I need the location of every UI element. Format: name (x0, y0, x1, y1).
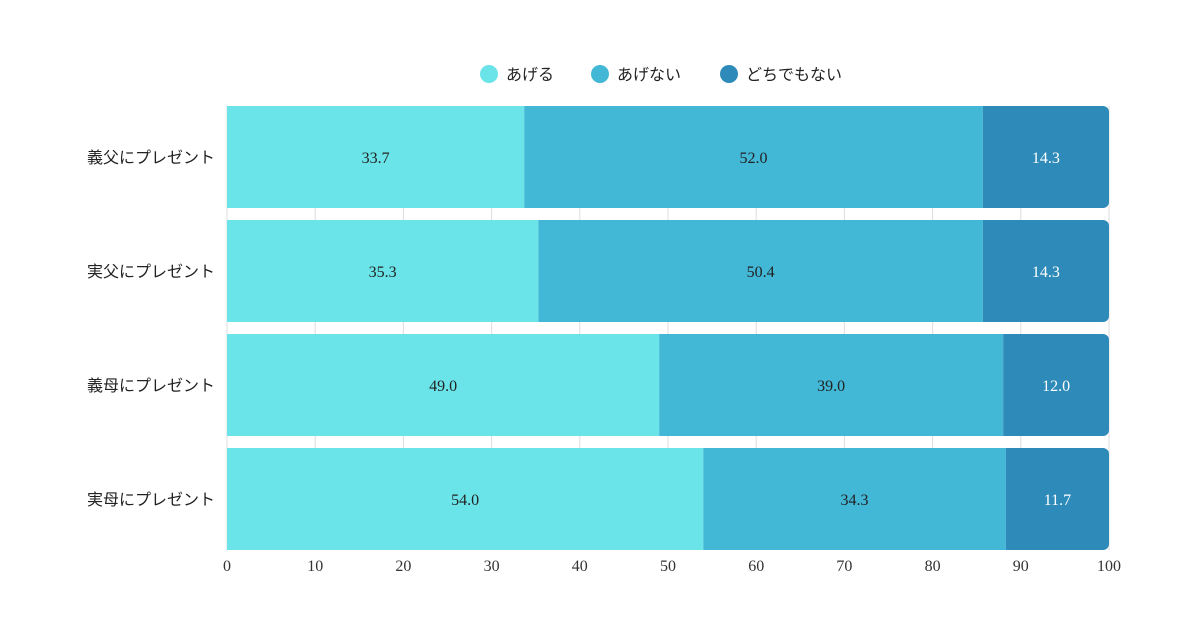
bar-row-3: 49.0 39.0 12.0 (227, 334, 1109, 436)
x-tick-label-100: 100 (1097, 558, 1121, 575)
bar-series-2-row-1[interactable] (524, 106, 983, 208)
data-label-series-3-row-1: 14.3 (1032, 150, 1060, 167)
bar-series-2-row-3[interactable] (659, 334, 1004, 436)
data-label-series-2-row-3: 39.0 (817, 378, 845, 395)
x-tick-label-30: 30 (484, 558, 500, 575)
chart-bars: 33.7 52.0 14.3 35.3 50.4 14.3 49.0 39.0 12.0 54.0… (227, 106, 1109, 550)
data-label-series-2-row-4: 34.3 (841, 492, 869, 509)
data-label-series-2-row-2: 50.4 (747, 264, 775, 281)
bar-series-3-row-1[interactable] (982, 106, 1109, 208)
bar-row-1: 33.7 52.0 14.3 (227, 106, 1109, 208)
chart-legend: あげる あげない どちでもない (480, 65, 842, 84)
legend-swatch-series-1[interactable] (480, 65, 498, 83)
x-tick-label-80: 80 (925, 558, 941, 575)
bar-series-1-row-2[interactable] (227, 220, 539, 322)
category-label-1: 義父にプレゼント (87, 148, 215, 167)
bar-series-2-row-4[interactable] (703, 448, 1006, 550)
x-tick-label-0: 0 (223, 558, 231, 575)
bar-row-2: 35.3 50.4 14.3 (227, 220, 1109, 322)
legend-label-series-1[interactable]: あげる (506, 65, 554, 84)
x-tick-label-10: 10 (307, 558, 323, 575)
bar-series-1-row-3[interactable] (227, 334, 660, 436)
legend-swatch-series-3[interactable] (720, 65, 738, 83)
bar-series-1-row-1[interactable] (227, 106, 525, 208)
data-label-series-1-row-2: 35.3 (369, 264, 397, 281)
category-label-3: 義母にプレゼント (87, 376, 215, 395)
bar-series-3-row-2[interactable] (982, 220, 1109, 322)
legend-swatch-series-2[interactable] (591, 65, 609, 83)
x-tick-label-40: 40 (572, 558, 588, 575)
bar-series-1-row-4[interactable] (227, 448, 704, 550)
data-label-series-3-row-3: 12.0 (1042, 378, 1070, 395)
data-label-series-1-row-1: 33.7 (362, 150, 390, 167)
category-label-2: 実父にプレゼント (87, 262, 215, 281)
x-tick-label-50: 50 (660, 558, 676, 575)
category-label-4: 実母にプレゼント (87, 490, 215, 509)
legend-label-series-2[interactable]: あげない (617, 65, 681, 84)
x-tick-label-90: 90 (1013, 558, 1029, 575)
legend-label-series-3[interactable]: どちでもない (746, 65, 842, 84)
data-label-series-2-row-1: 52.0 (740, 150, 768, 167)
data-label-series-3-row-4: 11.7 (1044, 492, 1071, 509)
x-tick-label-60: 60 (748, 558, 764, 575)
data-label-series-1-row-3: 49.0 (429, 378, 457, 395)
bar-series-3-row-3[interactable] (1003, 334, 1109, 436)
x-axis-ticks: 0 10 20 30 40 50 60 70 80 90 100 (223, 558, 1121, 575)
bar-series-3-row-4[interactable] (1005, 448, 1109, 550)
bar-row-4: 54.0 34.3 11.7 (227, 448, 1109, 550)
data-label-series-3-row-2: 14.3 (1032, 264, 1060, 281)
x-tick-label-20: 20 (395, 558, 411, 575)
x-tick-label-70: 70 (836, 558, 852, 575)
data-label-series-1-row-4: 54.0 (451, 492, 479, 509)
bar-series-2-row-2[interactable] (538, 220, 983, 322)
